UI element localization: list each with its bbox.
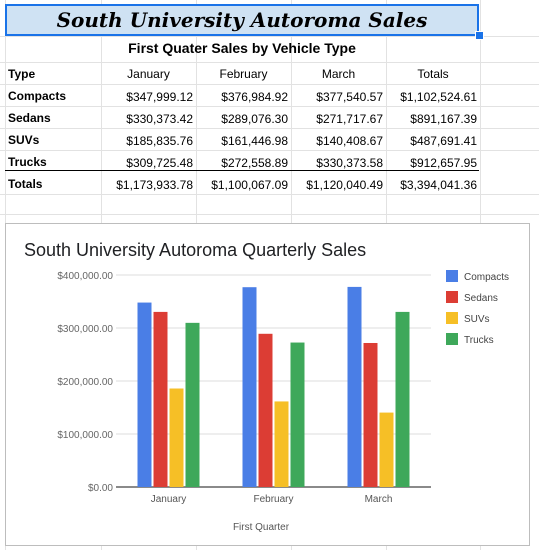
y-tick-label: $100,000.00: [57, 430, 113, 441]
table-subtitle: First Quater Sales by Vehicle Type: [128, 40, 356, 56]
cell-sedans-total: $891,167.39: [410, 112, 477, 126]
grid-line: [0, 62, 539, 63]
legend-swatch-trucks: [446, 333, 458, 345]
grid-line: [0, 150, 539, 151]
cell-suvs-january: $185,835.76: [126, 134, 193, 148]
cell-compacts-january: $347,999.12: [126, 90, 193, 104]
cell-totals-total: $3,394,041.36: [400, 178, 477, 192]
y-tick-label: $300,000.00: [57, 324, 113, 335]
cell-totals-january: $1,173,933.78: [116, 178, 193, 192]
y-tick-label: $0.00: [88, 483, 113, 494]
x-tick-label: February: [253, 494, 293, 505]
cell-sedans-january: $330,373.42: [126, 112, 193, 126]
x-tick-label: January: [151, 494, 187, 505]
grid-line: [0, 36, 539, 37]
embedded-chart[interactable]: South University Autoroma Quarterly Sale…: [5, 223, 530, 546]
row-label-suvs: SUVs: [8, 133, 40, 147]
bar-trucks-march: [395, 311, 410, 487]
bar-suvs-january: [169, 388, 184, 487]
bar-compacts-march: [347, 286, 362, 487]
bar-trucks-february: [290, 342, 305, 487]
cell-trucks-march: $330,373.58: [316, 156, 383, 170]
grid-line: [0, 214, 539, 215]
bar-sedans-february: [258, 333, 273, 487]
cell-trucks-total: $912,657.95: [410, 156, 477, 170]
bar-sedans-january: [153, 311, 168, 487]
cell-sedans-february: $289,076.30: [221, 112, 288, 126]
cell-compacts-february: $376,984.92: [221, 90, 288, 104]
y-tick-label: $200,000.00: [57, 377, 113, 388]
cell-suvs-total: $487,691.41: [410, 134, 477, 148]
chart-canvas: South University Autoroma Quarterly Sale…: [24, 240, 509, 533]
legend-swatch-compacts: [446, 270, 458, 282]
x-tick-label: March: [365, 494, 393, 505]
header-march: March: [321, 67, 356, 81]
bar-sedans-march: [363, 342, 378, 487]
x-axis-title: First Quarter: [233, 522, 290, 533]
cell-trucks-february: $272,558.89: [221, 156, 288, 170]
sheet-title: South University Autoroma Sales: [56, 8, 428, 32]
header-february: February: [219, 67, 268, 81]
legend-swatch-sedans: [446, 291, 458, 303]
bar-suvs-february: [274, 401, 289, 487]
bar-suvs-march: [379, 412, 394, 487]
row-label-sedans: Sedans: [8, 111, 51, 125]
cell-suvs-february: $161,446.98: [221, 134, 288, 148]
bar-trucks-january: [185, 322, 200, 487]
totals-border: [5, 170, 479, 171]
cell-totals-march: $1,120,040.49: [306, 178, 383, 192]
cell-compacts-total: $1,102,524.61: [400, 90, 477, 104]
cell-sedans-march: $271,717.67: [316, 112, 383, 126]
row-label-trucks: Trucks: [8, 155, 47, 169]
legend-swatch-suvs: [446, 312, 458, 324]
header-type: Type: [8, 67, 36, 81]
cell-trucks-january: $309,725.48: [126, 156, 193, 170]
grid-line: [0, 84, 539, 85]
header-january: January: [127, 67, 170, 81]
legend-label-suvs: SUVs: [464, 314, 490, 325]
row-label-compacts: Compacts: [8, 89, 67, 103]
legend-label-trucks: Trucks: [464, 335, 494, 346]
bar-compacts-february: [242, 287, 257, 487]
row-label-totals: Totals: [8, 177, 43, 191]
grid-line: [0, 194, 539, 195]
legend-label-compacts: Compacts: [464, 272, 509, 283]
legend-label-sedans: Sedans: [464, 293, 498, 304]
selected-title-cell[interactable]: [5, 4, 479, 36]
cell-suvs-march: $140,408.67: [316, 134, 383, 148]
cell-totals-february: $1,100,067.09: [211, 178, 288, 192]
header-totals: Totals: [417, 67, 449, 81]
grid-line: [0, 128, 539, 129]
fill-handle[interactable]: [475, 31, 484, 40]
bar-compacts-january: [137, 302, 152, 487]
y-tick-label: $400,000.00: [57, 271, 113, 282]
cell-compacts-march: $377,540.57: [316, 90, 383, 104]
grid-line: [0, 106, 539, 107]
chart-title: South University Autoroma Quarterly Sale…: [24, 240, 366, 260]
